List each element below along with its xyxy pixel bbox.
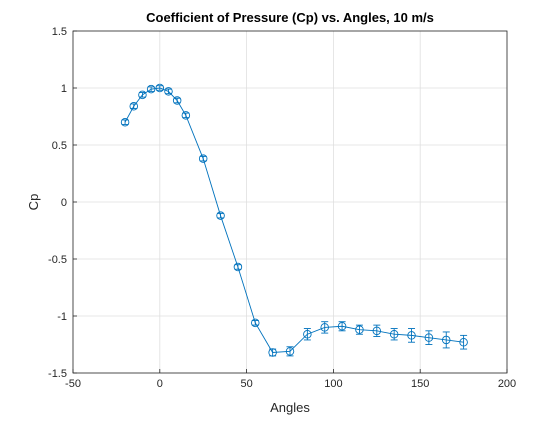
data-point <box>216 211 225 220</box>
data-point <box>181 111 191 120</box>
y-tick-label: -1 <box>57 311 67 323</box>
error-bar <box>217 212 225 219</box>
x-tick-label: -50 <box>65 378 81 390</box>
error-bar <box>147 86 155 92</box>
data-point <box>320 323 329 332</box>
error-bar <box>234 264 242 270</box>
data-point <box>146 84 156 94</box>
x-tick-label: 100 <box>324 378 342 390</box>
y-tick-label: -1.5 <box>48 368 67 380</box>
error-bar <box>442 331 450 349</box>
y-tick-label: 0.5 <box>52 140 67 152</box>
data-point <box>424 333 434 342</box>
data-point <box>337 322 347 331</box>
data-point <box>372 326 382 336</box>
x-axis-label: Angles <box>270 400 310 415</box>
data-point <box>129 101 139 111</box>
error-bar <box>460 334 468 350</box>
chart-title: Coefficient of Pressure (Cp) vs. Angles,… <box>146 10 434 25</box>
ticks: -50 0 50 100 150 200 -1.5 -1 -0.5 0 0.5 1 1.5 <box>48 26 516 390</box>
data-point <box>120 117 130 127</box>
y-tick-label: 0 <box>61 197 67 209</box>
data-point <box>441 335 451 345</box>
error-bar <box>408 328 416 343</box>
error-bar <box>130 103 138 109</box>
grid <box>72 30 508 374</box>
error-bar <box>182 112 190 119</box>
series-group <box>120 83 468 357</box>
y-tick-label: 1 <box>61 83 67 95</box>
error-bar <box>251 320 259 326</box>
data-point <box>407 331 416 340</box>
data-point <box>285 347 295 356</box>
error-bar <box>173 97 181 104</box>
data-point <box>355 325 364 334</box>
error-bar <box>199 155 207 162</box>
series-line <box>124 87 464 353</box>
data-point <box>172 96 182 105</box>
x-tick-label: 0 <box>157 378 163 390</box>
error-bar <box>156 85 164 91</box>
error-bar <box>338 321 346 332</box>
data-point <box>459 337 468 347</box>
error-bar <box>355 324 363 335</box>
data-point <box>389 329 399 339</box>
x-tick-label: 200 <box>498 378 516 390</box>
data-point <box>233 262 243 272</box>
y-axis-label: Cp <box>26 194 41 211</box>
data-point <box>138 90 147 100</box>
error-bar <box>138 92 146 98</box>
data-point <box>155 83 165 93</box>
error-bar <box>286 346 294 357</box>
data-point <box>303 329 312 339</box>
data-point <box>268 348 277 357</box>
y-tick-label: 1.5 <box>52 26 67 38</box>
error-bar <box>121 119 129 125</box>
x-tick-label: 50 <box>240 378 252 390</box>
data-point <box>164 87 173 96</box>
error-bar <box>164 88 172 95</box>
data-point <box>198 154 208 163</box>
y-tick-label: -0.5 <box>48 254 67 266</box>
error-bar <box>425 330 433 345</box>
data-point <box>251 318 260 328</box>
x-tick-label: 150 <box>411 378 429 390</box>
